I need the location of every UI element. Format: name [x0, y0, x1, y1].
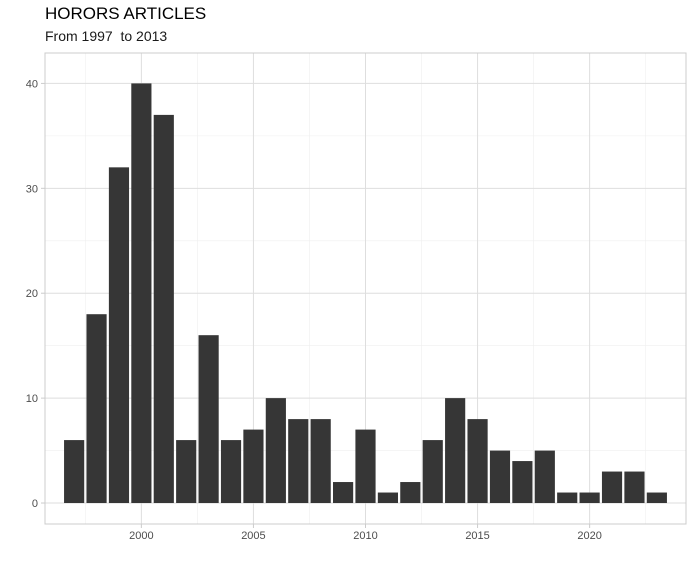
bar-2001: [153, 114, 174, 504]
bar-2018: [534, 450, 555, 504]
chart-title: HORORS ARTICLES: [45, 4, 207, 23]
chart-subtitle: From 1997 to 2013: [45, 28, 168, 44]
bar-2003: [198, 335, 219, 504]
bar-2014: [445, 398, 466, 504]
bar-2017: [512, 461, 533, 504]
bar-2013: [422, 440, 443, 504]
bar-2010: [355, 429, 376, 504]
x-tick-label: 2010: [353, 530, 377, 542]
bar-1998: [86, 314, 107, 504]
bar-2009: [333, 482, 354, 504]
bar-2005: [243, 429, 264, 504]
bar-2021: [601, 471, 623, 504]
x-tick-label: 2015: [465, 530, 489, 542]
bar-2016: [489, 450, 511, 504]
bar-2012: [400, 482, 421, 504]
bar-2011: [377, 492, 398, 504]
bar-1999: [108, 167, 130, 504]
bar-2000: [131, 83, 152, 504]
y-tick-label: 40: [26, 78, 38, 90]
bar-2022: [624, 471, 645, 504]
bar-2023: [646, 492, 667, 504]
y-tick-label: 0: [32, 498, 38, 510]
y-tick-label: 30: [26, 183, 38, 195]
x-tick-label: 2000: [129, 530, 153, 542]
bar-2008: [310, 419, 331, 504]
bar-2007: [288, 419, 309, 504]
bar-2019: [557, 492, 578, 504]
y-tick-label: 10: [26, 393, 38, 405]
bar-1997: [64, 440, 85, 504]
bar-2006: [265, 398, 286, 504]
bar-2015: [467, 419, 488, 504]
x-tick-label: 2005: [241, 530, 265, 542]
x-tick-label: 2020: [577, 530, 601, 542]
bar-2004: [220, 440, 242, 504]
bar-2002: [176, 440, 197, 504]
bar-2020: [579, 492, 600, 504]
y-tick-label: 20: [26, 288, 38, 300]
